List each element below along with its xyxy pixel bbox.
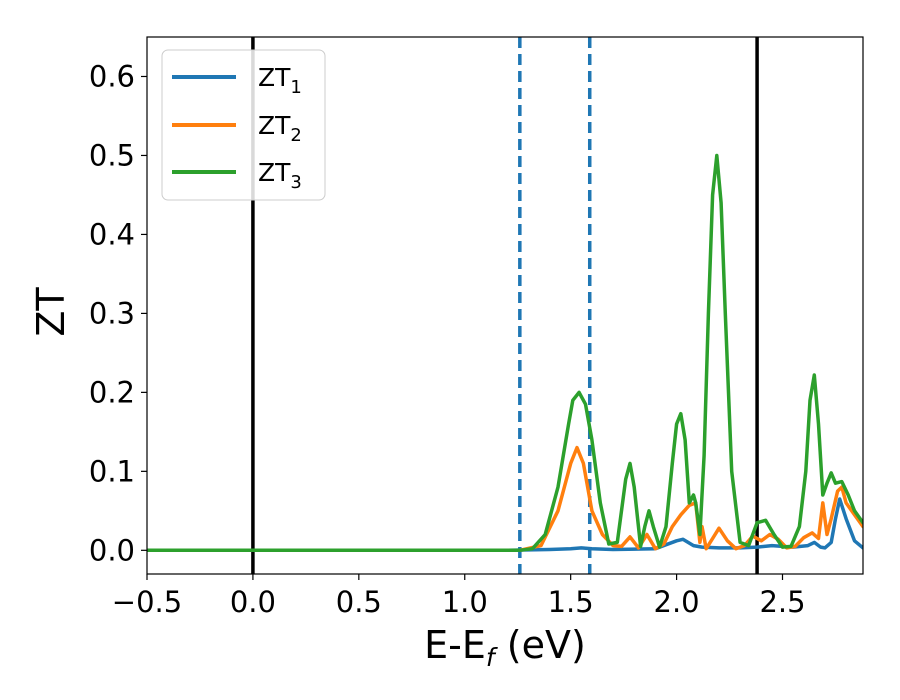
- legend: ZT1 ZT2 ZT3: [161, 49, 326, 201]
- y-tick-label: 0.3: [89, 296, 135, 330]
- x-tick-label: 1.5: [548, 585, 594, 619]
- y-axis-label-text: ZT: [29, 287, 73, 337]
- series-line-zt3: [147, 153, 863, 553]
- y-axis: 0.0 0.1 0.2 0.3 0.4 0.5 0.6: [89, 59, 147, 567]
- x-axis-label: E-Ef (eV): [424, 623, 586, 672]
- x-tick-label: 0.5: [336, 585, 382, 619]
- y-tick-label: 0.5: [89, 138, 135, 172]
- x-tick-label: 0.0: [230, 585, 276, 619]
- y-tick-label: 0.2: [89, 375, 135, 409]
- plot-frame: [146, 36, 864, 575]
- x-axis: −0.5 0.0 0.5 1.0 1.5 2.0 2.5: [112, 574, 806, 619]
- x-tick-label: −0.5: [112, 585, 182, 619]
- x-tick-label: 1.0: [442, 585, 488, 619]
- legend-label-zt1: ZT1: [258, 63, 302, 98]
- y-tick-label: 0.6: [89, 59, 135, 93]
- plot-area: [147, 37, 863, 574]
- x-tick-label: 2.5: [759, 585, 805, 619]
- series-line-zt2: [147, 445, 863, 553]
- y-tick-label: 0.1: [89, 454, 135, 488]
- legend-label-zt2: ZT2: [258, 111, 302, 146]
- legend-label-zt3: ZT3: [258, 158, 302, 193]
- y-tick-label: 0.4: [89, 217, 135, 251]
- y-axis-label: ZT: [29, 287, 73, 337]
- legend-box: [161, 49, 326, 201]
- x-tick-label: 2.0: [654, 585, 700, 619]
- x-axis-label-unit: (eV): [495, 623, 586, 667]
- y-tick-label: 0.0: [89, 533, 135, 567]
- x-axis-label-main: E-E: [424, 623, 486, 667]
